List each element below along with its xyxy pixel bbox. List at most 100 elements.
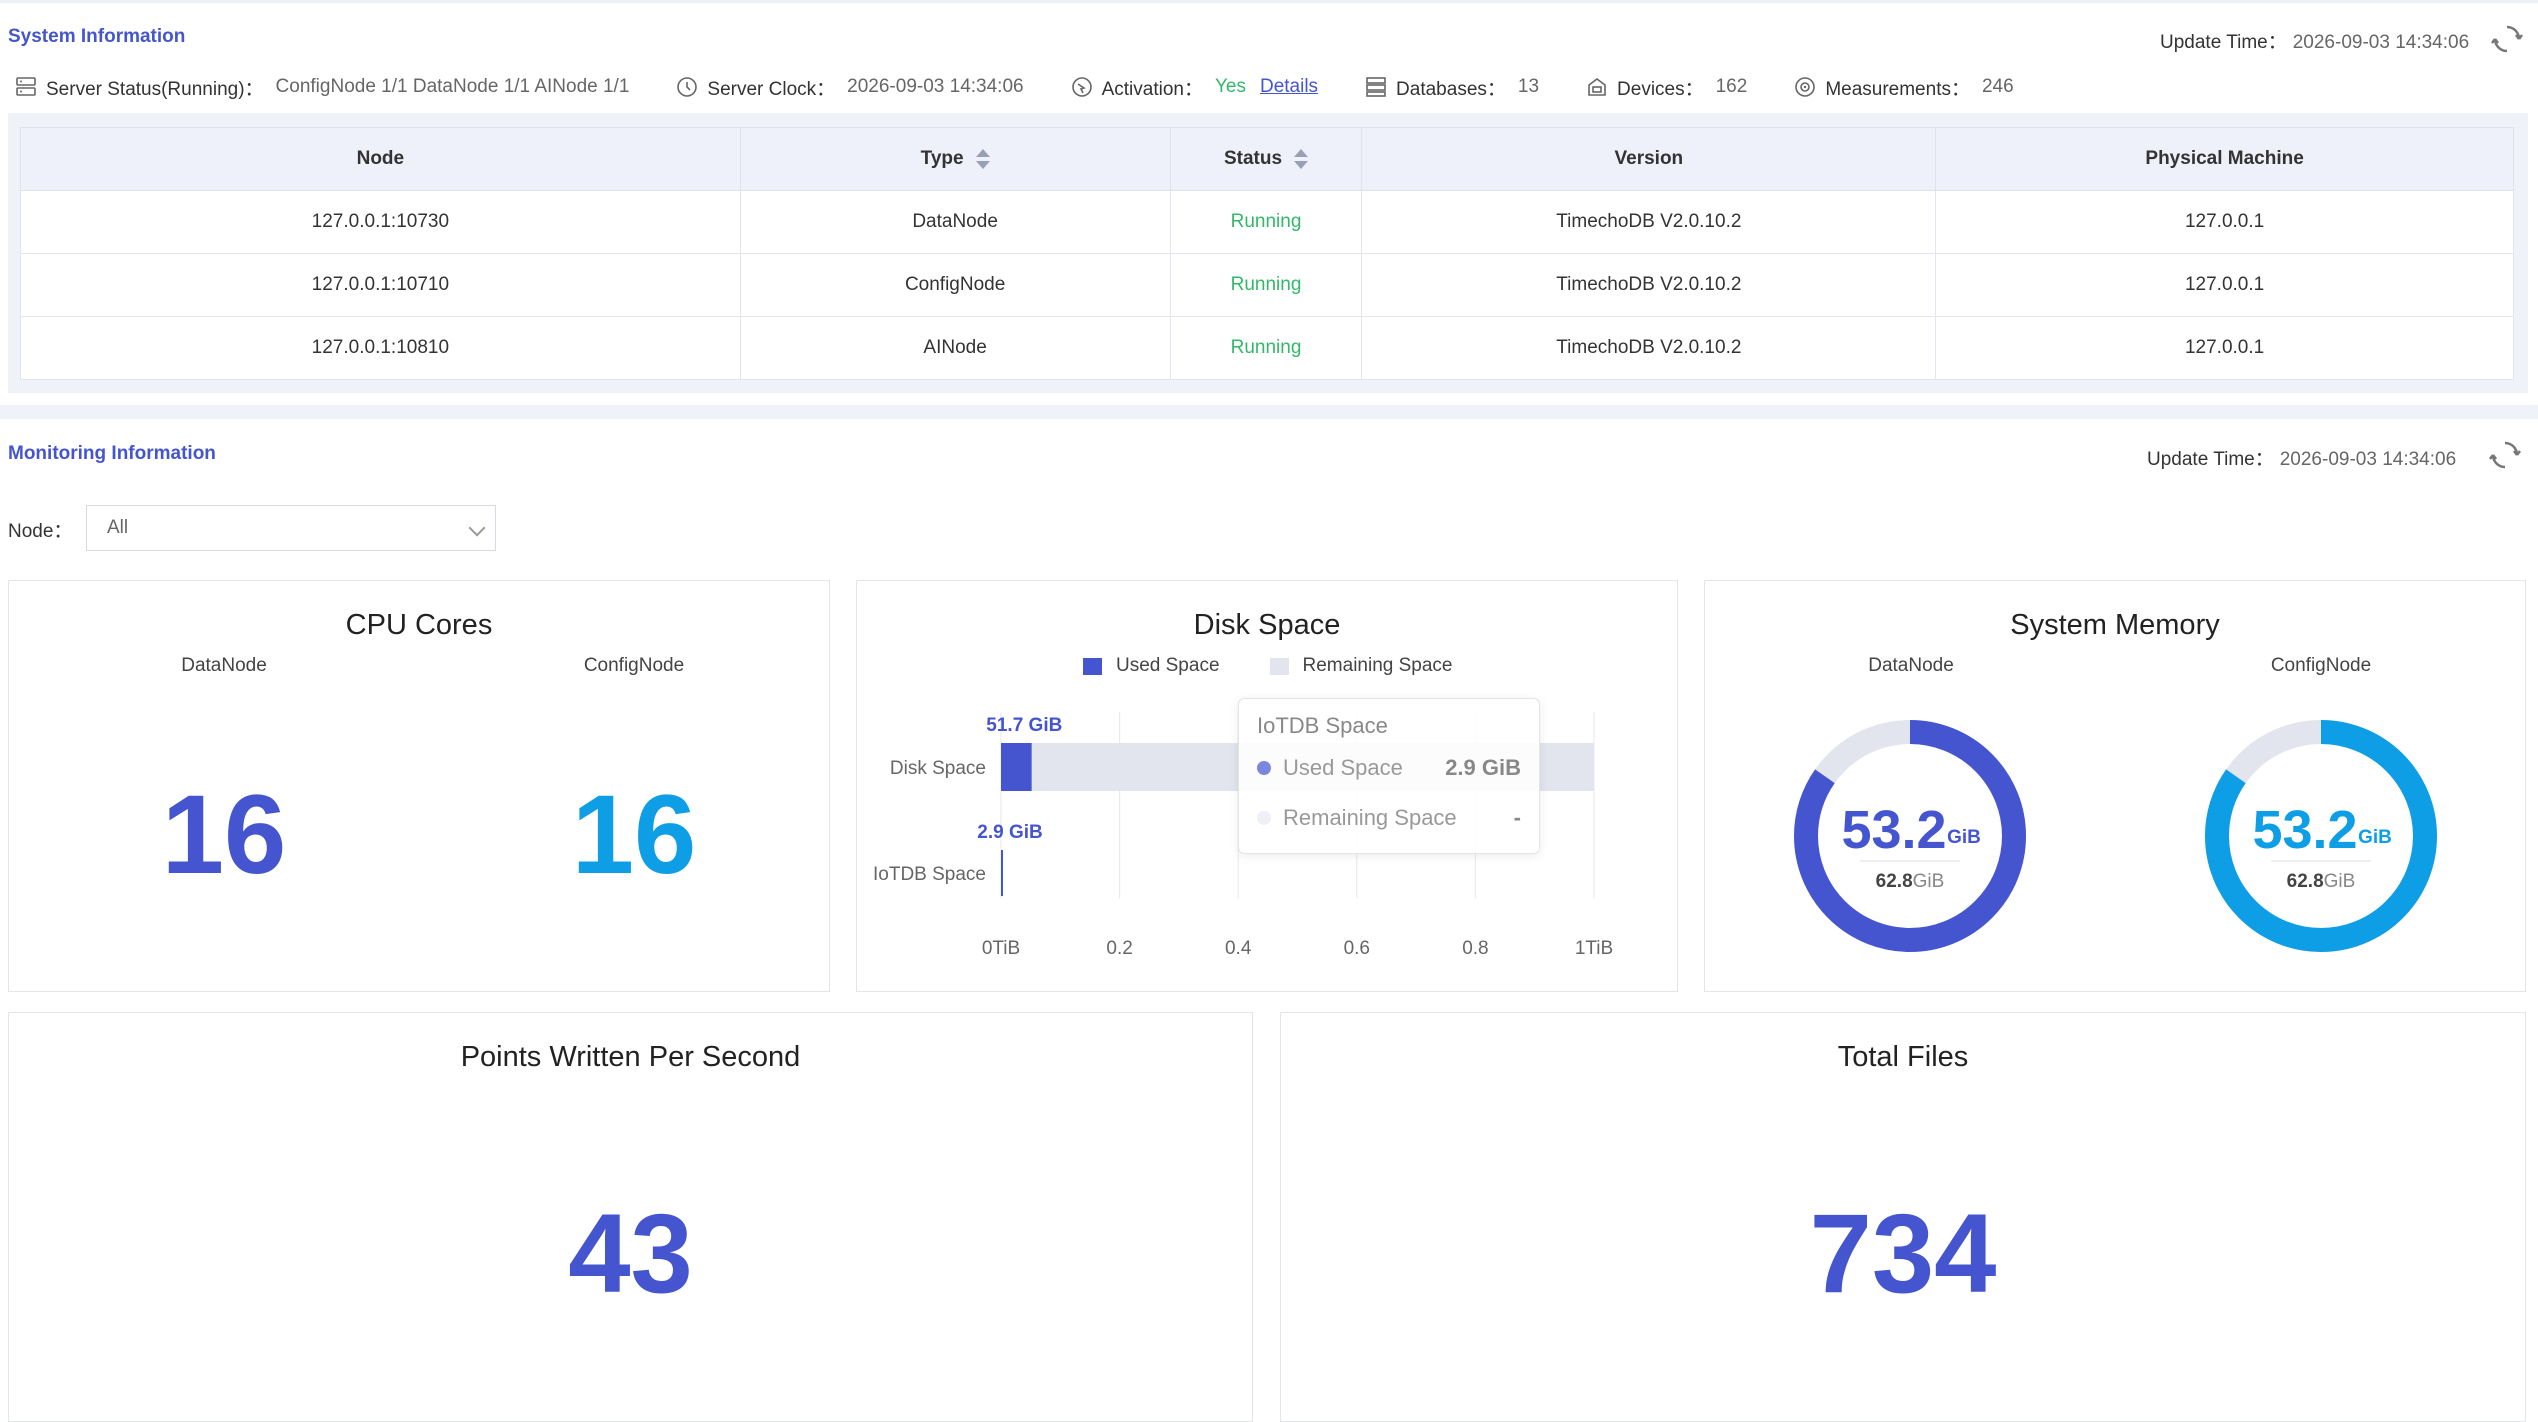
nodes-table: Node Type Status Version Physical Machin… — [20, 127, 2514, 380]
activation-label: Activation： — [1101, 78, 1203, 100]
databases-value: 13 — [1517, 76, 1540, 97]
x-tick-label: 1TiB — [1575, 938, 1613, 959]
system-memory-title: System Memory — [2010, 609, 2220, 641]
cell-status: Running — [1169, 253, 1363, 317]
section-divider — [0, 405, 2538, 419]
total-files-title: Total Files — [1837, 1041, 1969, 1073]
cell-type: AINode — [739, 316, 1171, 380]
measurement-icon — [1795, 77, 1816, 97]
server-status-label: Server Status(Running)： — [46, 78, 264, 100]
cpu-confignode-value: 16 — [571, 772, 697, 897]
x-tick-label: 0.2 — [1106, 938, 1132, 959]
cpu-cores-title: CPU Cores — [345, 609, 493, 641]
system-info-title: System Information — [8, 26, 186, 47]
cell-type: ConfigNode — [739, 253, 1171, 317]
tooltip-remaining-value: - — [1513, 805, 1521, 830]
cell-status: Running — [1169, 316, 1363, 380]
y-category-label: Disk Space — [890, 758, 986, 779]
col-machine-header: Physical Machine — [1935, 127, 2514, 191]
cpu-confignode-label: ConfigNode — [583, 655, 685, 676]
devices: Devices： 162 — [1585, 74, 1747, 101]
col-machine-label: Physical Machine — [2145, 148, 2304, 169]
points-written-card: Points Written Per Second 43 — [8, 1012, 1253, 1422]
table-header-row: Node Type Status Version Physical Machin… — [20, 127, 2514, 191]
col-type-header[interactable]: Type — [739, 127, 1171, 191]
update-time-label: Update Time： — [2160, 32, 2287, 53]
nodes-table-container: Node Type Status Version Physical Machin… — [8, 113, 2528, 393]
cell-status: Running — [1169, 190, 1363, 254]
devices-value: 162 — [1715, 76, 1748, 97]
memory-confignode-label: ConfigNode — [2270, 655, 2372, 676]
table-row: 127.0.0.1:10710 ConfigNode Running Timec… — [20, 253, 2514, 317]
databases-label: Databases： — [1396, 78, 1506, 100]
update-time-value: 2026-09-03 14:34:06 — [2279, 449, 2457, 470]
server-clock: Server Clock： 2026-09-03 14:34:06 — [675, 74, 1024, 101]
tooltip-used-dot — [1257, 761, 1271, 775]
sort-icon[interactable] — [1294, 148, 1309, 170]
memory-used-unit: GiB — [2358, 827, 2392, 848]
activation-details-link[interactable]: Details — [1259, 76, 1319, 97]
col-version-header: Version — [1361, 127, 1937, 191]
legend-remaining-label: Remaining Space — [1302, 655, 1453, 676]
activation: Activation： Yes Details — [1070, 74, 1318, 101]
activation-value: Yes — [1214, 76, 1246, 97]
top-border — [0, 0, 2538, 3]
chevron-down-icon — [468, 519, 486, 537]
server-clock-label: Server Clock： — [707, 78, 836, 100]
cell-node: 127.0.0.1:10730 — [20, 190, 741, 254]
legend-remaining[interactable]: Remaining Space — [1269, 655, 1453, 677]
col-status-header[interactable]: Status — [1169, 127, 1363, 191]
table-row: 127.0.0.1:10730 DataNode Running Timecho… — [20, 190, 2514, 254]
memory-datanode-label: DataNode — [1868, 655, 1954, 676]
bar-data-label: 51.7 GiB — [986, 715, 1062, 736]
node-filter-select[interactable]: All — [86, 505, 496, 551]
col-node-header: Node — [20, 127, 741, 191]
legend-used-label: Used Space — [1116, 655, 1220, 676]
cell-machine: 127.0.0.1 — [1935, 316, 2514, 380]
tooltip-remaining-label: Remaining Space — [1283, 805, 1457, 830]
update-time-label: Update Time： — [2147, 449, 2274, 470]
total-files-value: 734 — [1809, 1191, 1997, 1316]
col-version-label: Version — [1614, 148, 1684, 169]
sort-icon[interactable] — [975, 148, 990, 170]
tooltip-remaining-dot — [1257, 811, 1271, 825]
disk-tooltip: IoTDB Space Used Space 2.9 GiB Remaining… — [1238, 698, 1540, 854]
disk-space-title: Disk Space — [1193, 609, 1341, 641]
refresh-icon[interactable] — [2490, 22, 2524, 56]
node-filter-value: All — [107, 517, 129, 538]
bar-used-space — [1001, 850, 1003, 896]
table-row: 127.0.0.1:10810 AINode Running TimechoDB… — [20, 316, 2514, 380]
refresh-icon[interactable] — [2488, 438, 2522, 472]
clock-icon — [677, 77, 698, 97]
bar-used-space — [1001, 743, 1032, 791]
cell-node: 127.0.0.1:10710 — [20, 253, 741, 317]
measurements: Measurements： 246 — [1793, 74, 2014, 101]
system-update-time: Update Time： 2026-09-03 14:34:06 — [2160, 27, 2469, 54]
points-written-value: 43 — [568, 1191, 693, 1316]
cell-node: 127.0.0.1:10810 — [20, 316, 741, 380]
x-tick-label: 0.4 — [1225, 938, 1252, 959]
x-tick-label: 0.6 — [1344, 938, 1370, 959]
memory-donut-used-arc — [1794, 720, 2026, 952]
col-status-label: Status — [1223, 148, 1283, 169]
cpu-datanode-value: 16 — [161, 772, 287, 897]
y-category-label: IoTDB Space — [873, 864, 986, 885]
points-written-title: Points Written Per Second — [460, 1041, 801, 1073]
col-type-label: Type — [920, 148, 964, 169]
monitoring-info-title: Monitoring Information — [8, 443, 216, 464]
cpu-cores-card: CPU Cores DataNode ConfigNode 16 16 — [8, 580, 830, 992]
cell-version: TimechoDB V2.0.10.2 — [1361, 253, 1937, 317]
memory-used-value: 53.2 — [1841, 800, 1946, 860]
memory-used-value: 53.2 — [2252, 800, 2357, 860]
memory-donut-used-arc — [2205, 720, 2437, 952]
total-files-card: Total Files 734 — [1280, 1012, 2526, 1422]
node-filter-label: Node： — [8, 521, 73, 542]
memory-used-unit: GiB — [1947, 827, 1981, 848]
legend-used-swatch — [1083, 657, 1102, 675]
legend-used[interactable]: Used Space — [1083, 655, 1220, 677]
measurements-value: 246 — [1981, 76, 2014, 97]
update-time-value: 2026-09-03 14:34:06 — [2292, 32, 2470, 53]
device-icon — [1588, 78, 1606, 96]
activation-icon — [1071, 77, 1092, 97]
tooltip-used-row: Used Space 2.9 GiB — [1257, 755, 1521, 781]
